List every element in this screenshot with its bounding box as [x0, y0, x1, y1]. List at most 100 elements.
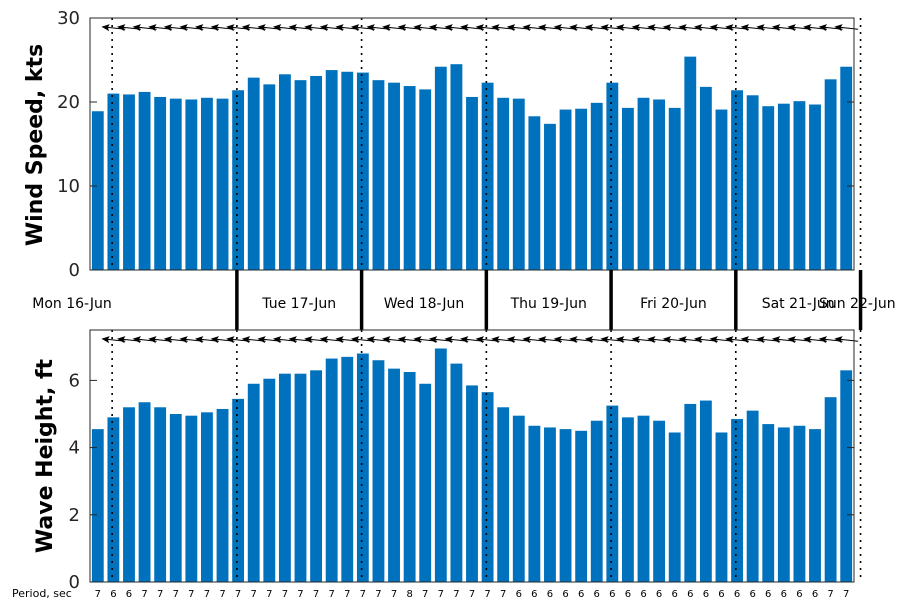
arrow-head — [428, 336, 438, 344]
period-label: 7 — [95, 589, 101, 600]
bar — [278, 74, 291, 270]
day-label: Tue 17-Jun — [261, 296, 336, 312]
arrow-head — [226, 24, 235, 32]
arrow-head — [803, 336, 812, 344]
arrow-head — [600, 24, 609, 32]
bar — [450, 64, 463, 270]
arrow-head — [382, 24, 391, 32]
bar — [824, 79, 837, 270]
bar — [715, 109, 728, 270]
bar — [824, 397, 837, 582]
bar — [684, 403, 697, 582]
bar — [559, 429, 572, 582]
arrow-head — [678, 336, 687, 344]
bar — [466, 385, 478, 582]
bar — [621, 417, 634, 582]
bar — [232, 398, 245, 582]
arrow-head — [272, 336, 282, 344]
arrow-head — [101, 24, 110, 32]
period-label: 7 — [453, 589, 459, 600]
wind-speed-axes: 0 10 20 30 — [57, 8, 862, 281]
arrow-head — [319, 24, 329, 32]
bar — [528, 425, 541, 582]
arrow-head — [288, 336, 297, 344]
arrow-head — [101, 336, 110, 344]
bar — [201, 97, 213, 270]
bar — [356, 353, 369, 582]
bar — [793, 101, 806, 270]
arrow-head — [272, 24, 282, 32]
bar — [372, 80, 385, 270]
arrow-head — [553, 336, 562, 344]
period-label: 6 — [781, 589, 787, 600]
bar — [575, 108, 588, 270]
y-tick-label: 2 — [69, 505, 80, 526]
bar — [434, 348, 447, 582]
arrow-head — [709, 336, 718, 344]
bar — [294, 80, 307, 270]
arrow-head — [444, 24, 453, 32]
arrow-head — [335, 336, 344, 344]
period-label: 7 — [188, 589, 194, 600]
arrow-head — [257, 24, 266, 32]
bar — [668, 432, 681, 582]
period-label: 6 — [562, 589, 568, 600]
arrow-head — [662, 336, 672, 344]
arrow-head — [350, 336, 360, 344]
arrow-head — [179, 24, 188, 32]
bar — [653, 420, 666, 582]
arrow-head — [709, 24, 718, 32]
bar — [278, 373, 291, 582]
arrow-head — [725, 24, 734, 32]
bar — [419, 89, 432, 271]
arrow-head — [366, 24, 375, 32]
bar — [325, 70, 338, 270]
period-label: 7 — [141, 589, 147, 600]
arrow-head — [803, 24, 812, 32]
arrow-head — [226, 336, 235, 344]
arrow-head — [210, 24, 219, 32]
arrow-head — [304, 24, 313, 32]
bar — [466, 96, 478, 271]
bar — [247, 77, 260, 270]
arrow-head — [787, 24, 796, 32]
bar — [91, 111, 104, 271]
day-label: Wed 18-Jun — [384, 296, 465, 312]
bar — [341, 356, 354, 582]
bar — [762, 106, 775, 270]
bar — [138, 91, 151, 270]
arrow-head — [771, 24, 781, 32]
period-label: 7 — [266, 589, 272, 600]
arrow-head — [756, 336, 765, 344]
bar — [403, 372, 416, 582]
bar — [356, 72, 369, 270]
arrow-head — [725, 336, 734, 344]
arrow-head — [288, 24, 297, 32]
bar — [138, 402, 151, 582]
bar — [325, 358, 338, 582]
period-label: 6 — [703, 589, 709, 600]
period-label: 7 — [469, 589, 475, 600]
arrow-head — [428, 24, 438, 32]
period-label: 7 — [251, 589, 257, 600]
period-label: 7 — [204, 589, 210, 600]
bar — [169, 414, 182, 582]
arrow-head — [818, 336, 828, 344]
bar — [731, 90, 743, 271]
arrow-head — [366, 336, 375, 344]
bar — [590, 420, 603, 582]
arrow-head — [195, 336, 204, 344]
arrow-shaft — [837, 26, 859, 30]
bar — [668, 107, 681, 270]
bar — [216, 408, 229, 582]
day-label: Sun 22-Jun — [819, 296, 896, 312]
period-label: 7 — [843, 589, 849, 600]
period-label: 6 — [531, 589, 537, 600]
bar — [840, 370, 853, 582]
bar — [544, 123, 556, 270]
arrow-head — [148, 24, 157, 32]
period-label: 7 — [500, 589, 506, 600]
bar — [731, 419, 743, 582]
arrow-head — [522, 336, 531, 344]
period-label: 6 — [656, 589, 662, 600]
